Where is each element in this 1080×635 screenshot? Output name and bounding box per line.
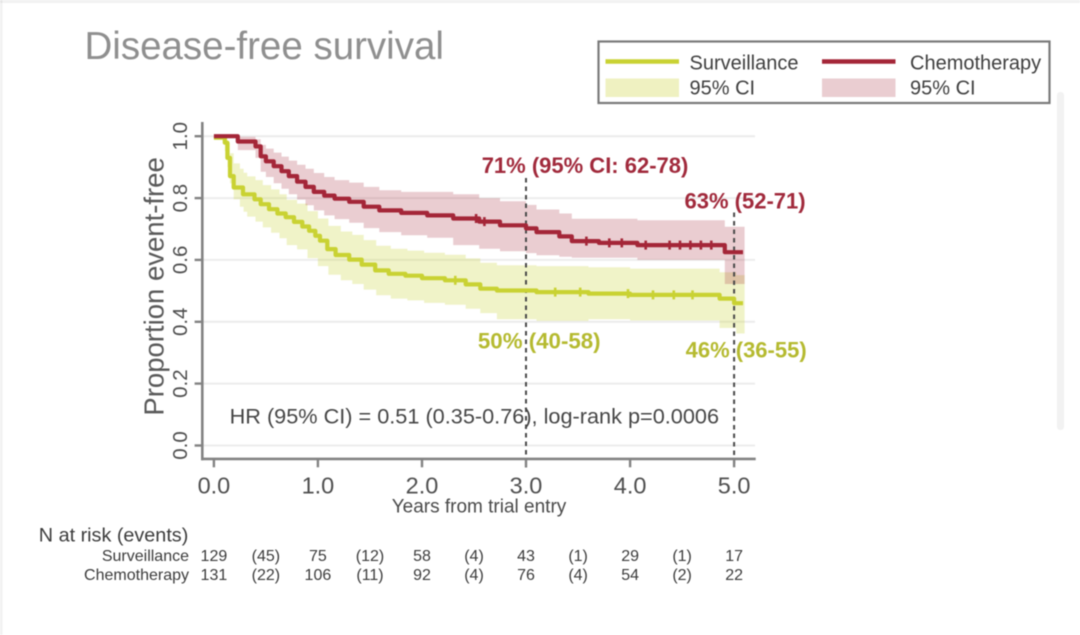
svg-text:Years from trial entry: Years from trial entry	[392, 496, 567, 517]
svg-text:Surveillance: Surveillance	[690, 53, 799, 75]
svg-text:22: 22	[725, 567, 743, 584]
svg-text:0.8: 0.8	[169, 184, 192, 213]
svg-text:43: 43	[517, 548, 535, 565]
svg-text:(22): (22)	[252, 567, 280, 584]
svg-text:131: 131	[201, 567, 228, 584]
svg-text:17: 17	[725, 548, 743, 565]
svg-text:0.4: 0.4	[169, 308, 192, 337]
svg-text:(4): (4)	[464, 567, 484, 584]
svg-text:(4): (4)	[464, 548, 484, 565]
svg-text:(12): (12)	[356, 548, 384, 565]
svg-text:76: 76	[517, 567, 535, 584]
svg-text:129: 129	[201, 548, 228, 565]
svg-text:(2): (2)	[672, 567, 692, 584]
svg-text:0.0: 0.0	[169, 431, 192, 460]
svg-text:75: 75	[309, 548, 327, 565]
svg-text:0.2: 0.2	[169, 369, 192, 398]
svg-text:Chemotherapy: Chemotherapy	[910, 53, 1041, 75]
svg-text:95% CI: 95% CI	[910, 78, 976, 100]
svg-text:1.0: 1.0	[302, 473, 335, 499]
svg-text:95% CI: 95% CI	[690, 78, 756, 100]
svg-text:0.0: 0.0	[198, 473, 231, 499]
svg-text:58: 58	[413, 548, 431, 565]
svg-text:5.0: 5.0	[718, 473, 751, 499]
svg-text:(1): (1)	[672, 548, 692, 565]
svg-text:92: 92	[413, 567, 431, 584]
svg-text:3.0: 3.0	[510, 473, 543, 499]
svg-text:50% (40-58): 50% (40-58)	[478, 328, 601, 353]
svg-text:2.0: 2.0	[406, 473, 439, 499]
svg-text:Surveillance: Surveillance	[102, 548, 189, 565]
svg-text:(1): (1)	[568, 548, 588, 565]
svg-text:63% (52-71): 63% (52-71)	[685, 189, 806, 214]
svg-text:Chemotherapy: Chemotherapy	[84, 567, 189, 584]
svg-text:29: 29	[621, 548, 639, 565]
svg-text:106: 106	[305, 567, 332, 584]
svg-text:(45): (45)	[252, 548, 280, 565]
svg-text:4.0: 4.0	[614, 473, 647, 499]
svg-text:N at risk (events): N at risk (events)	[39, 525, 189, 547]
svg-text:46% (36-55): 46% (36-55)	[686, 337, 807, 362]
svg-text:54: 54	[621, 567, 639, 584]
svg-text:Proportion event-free: Proportion event-free	[139, 157, 170, 415]
svg-text:(11): (11)	[356, 567, 383, 584]
svg-text:HR (95% CI) = 0.51 (0.35-0.76): HR (95% CI) = 0.51 (0.35-0.76), log-rank…	[230, 404, 719, 429]
svg-text:1.0: 1.0	[169, 122, 192, 151]
svg-text:Disease-free survival: Disease-free survival	[85, 25, 444, 68]
svg-text:(4): (4)	[568, 567, 588, 584]
svg-text:0.6: 0.6	[169, 246, 192, 275]
svg-text:71% (95% CI: 62-78): 71% (95% CI: 62-78)	[482, 153, 689, 178]
